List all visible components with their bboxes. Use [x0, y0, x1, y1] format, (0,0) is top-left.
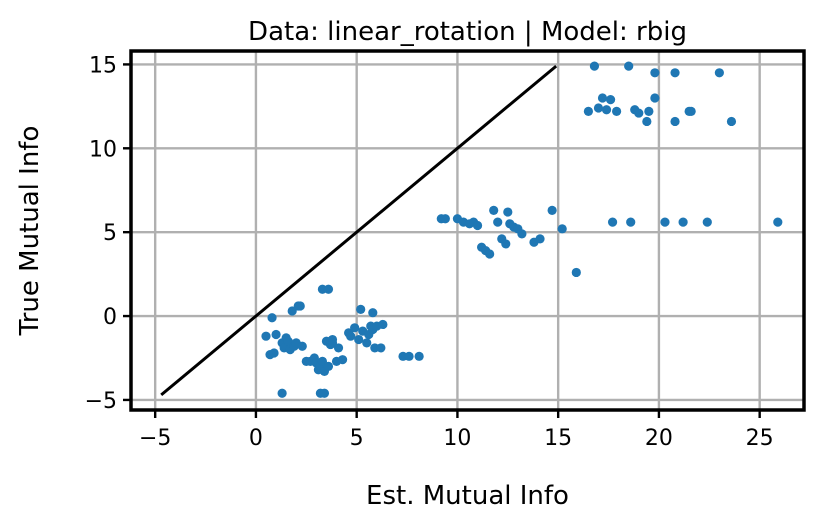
data-point — [571, 267, 581, 278]
data-point — [333, 343, 344, 353]
data-point — [605, 95, 616, 105]
data-point — [295, 301, 305, 311]
data-point — [517, 229, 527, 239]
data-point — [440, 214, 450, 224]
data-point — [337, 355, 348, 365]
data-point — [271, 329, 281, 340]
data-point — [404, 351, 414, 361]
data-point — [678, 217, 688, 227]
ticks: −5 0 5 10 15 20 25 −5 0 5 10 15 — [85, 53, 774, 451]
x-tick-label: −5 — [139, 426, 171, 451]
y-axis-label: True Mutual Info — [15, 126, 45, 337]
reference-line-layer — [160, 64, 558, 397]
data-point — [277, 388, 287, 398]
data-point — [589, 61, 600, 71]
data-point — [346, 331, 356, 341]
grid — [131, 51, 804, 410]
data-point — [362, 338, 372, 348]
x-tick-label: 5 — [350, 426, 364, 451]
data-point — [726, 116, 737, 127]
data-point — [317, 356, 328, 366]
x-tick-label: 10 — [443, 426, 471, 451]
data-point — [493, 217, 503, 227]
y-tick-label: −5 — [85, 389, 117, 414]
data-point — [601, 105, 612, 115]
data-point — [626, 217, 636, 227]
data-point — [378, 319, 388, 330]
data-point — [319, 388, 330, 398]
x-axis-label: Est. Mutual Info — [366, 481, 569, 511]
data-point — [283, 336, 293, 346]
data-point — [485, 249, 495, 259]
data-point — [489, 205, 499, 215]
x-tick-label: 25 — [746, 426, 774, 451]
data-point — [686, 106, 696, 116]
data-point — [593, 103, 604, 113]
data-point — [414, 351, 424, 361]
data-point — [714, 68, 724, 78]
y-tick-label: 5 — [103, 221, 117, 246]
data-point — [650, 93, 660, 103]
data-point — [287, 306, 297, 316]
data-point — [350, 323, 360, 333]
data-point — [612, 106, 622, 116]
x-tick-label: 0 — [249, 426, 263, 451]
y-tick-label: 10 — [89, 137, 117, 162]
data-point — [583, 106, 593, 116]
data-point — [297, 341, 307, 351]
data-point — [634, 108, 644, 118]
data-point — [356, 304, 366, 314]
data-point — [642, 116, 652, 127]
data-point — [267, 313, 277, 323]
y-tick-label: 0 — [103, 305, 117, 330]
data-point — [702, 217, 712, 227]
data-point — [607, 217, 618, 227]
plot-frame — [129, 49, 806, 412]
x-tick-label: 15 — [544, 426, 572, 451]
data-point — [269, 348, 279, 358]
data-point — [650, 68, 660, 78]
points-layer — [261, 61, 783, 398]
data-point — [624, 61, 634, 71]
data-point — [354, 334, 364, 345]
chart-title: Data: linear_rotation | Model: rbig — [248, 17, 687, 47]
x-tick-label: 20 — [645, 426, 673, 451]
data-point — [597, 93, 608, 103]
y-tick-label: 15 — [89, 53, 117, 78]
data-point — [670, 68, 680, 78]
data-point — [547, 205, 557, 215]
data-point — [368, 308, 378, 318]
data-point — [644, 106, 654, 116]
data-point — [376, 343, 386, 353]
data-point — [327, 338, 338, 348]
data-point — [773, 217, 783, 227]
data-point — [501, 239, 511, 249]
data-point — [660, 217, 670, 227]
data-point — [472, 220, 483, 231]
data-point — [535, 234, 545, 244]
data-point — [670, 116, 680, 127]
data-point — [503, 207, 513, 217]
data-point — [323, 284, 334, 294]
data-point — [261, 331, 271, 341]
data-point — [323, 361, 334, 371]
data-point — [557, 224, 567, 234]
identity-reference-line — [160, 64, 558, 397]
